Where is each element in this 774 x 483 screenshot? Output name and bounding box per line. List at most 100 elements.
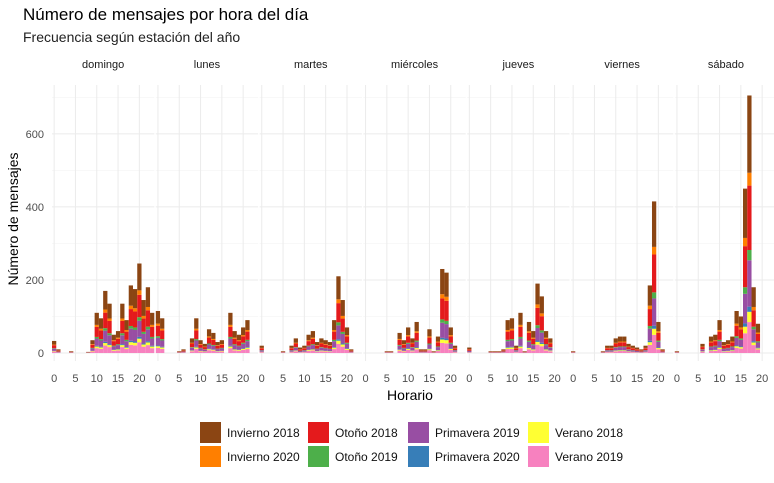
bar-segment (444, 338, 449, 341)
bar-segment (155, 345, 161, 347)
bar-segment (427, 343, 432, 345)
bar-segment (543, 337, 549, 339)
bar-segment (128, 325, 133, 329)
bar-segment (414, 332, 419, 341)
panel-label: martes (294, 59, 328, 71)
bar-segment (414, 341, 419, 348)
bar-segment (98, 340, 104, 347)
bar-segment (137, 320, 142, 337)
x-axis-title: Horario (387, 387, 433, 403)
bar-segment (206, 343, 212, 345)
bar-segment (181, 350, 186, 352)
bar-segment (535, 341, 540, 345)
bar-segment (137, 263, 142, 291)
bar-segment (656, 349, 661, 353)
bar-segment (336, 325, 341, 340)
bar-segment (241, 327, 246, 336)
bar-segment (107, 318, 112, 321)
bar-segment (111, 346, 116, 350)
bar-segment (401, 347, 407, 349)
bar-segment (297, 347, 303, 350)
legend-item: Primavera 2019 (408, 422, 520, 443)
bar-segment (651, 328, 657, 335)
bar-segment (444, 340, 449, 344)
bar-segment (336, 339, 341, 341)
bar-segment (103, 328, 108, 331)
bar-segment (548, 342, 553, 344)
bar-segment (548, 347, 553, 348)
bar-segment (651, 292, 657, 299)
bar-segment (340, 300, 345, 316)
y-tick-label: 600 (26, 129, 44, 141)
bar-segment (751, 310, 756, 327)
bar-segment (90, 340, 95, 345)
bar-segment (302, 345, 307, 348)
bar-segment (747, 185, 752, 250)
chart-title: Número de mensajes por hora del día (23, 5, 309, 24)
bar-segment (211, 349, 216, 351)
bar-segment (90, 351, 95, 353)
bar-segment (700, 347, 705, 350)
bar-segment (150, 346, 155, 349)
bar-segment (751, 345, 756, 353)
bar-segment (160, 318, 165, 329)
bar-segment (747, 311, 752, 323)
bar-segment (150, 312, 155, 325)
bar-segment (609, 348, 614, 351)
bar-segment (194, 330, 199, 340)
legend-label: Primavera 2019 (435, 425, 520, 440)
bar-segment (327, 345, 333, 349)
bar-segment (721, 351, 726, 353)
bar-segment (548, 338, 553, 343)
bar-segment (189, 343, 195, 348)
bar-segment (613, 350, 618, 352)
bar-segment (310, 337, 316, 339)
bar-segment (647, 342, 652, 345)
bar-segment (730, 350, 735, 352)
legend-item: Invierno 2020 (200, 446, 300, 467)
bar-segment (384, 351, 389, 352)
bar-segment (137, 294, 142, 318)
bar-segment (613, 338, 618, 343)
bar-segment (639, 349, 644, 351)
bar-segment (738, 347, 743, 349)
bar-segment (743, 323, 748, 327)
bar-segment (228, 326, 233, 337)
bar-segment (548, 347, 553, 351)
bar-segment (155, 346, 161, 348)
bar-segment (90, 350, 95, 352)
bar-segment (141, 343, 146, 345)
bar-segment (236, 350, 242, 353)
bar-segment (259, 352, 264, 353)
x-tick-label: 10 (713, 373, 725, 385)
x-tick-label: 15 (320, 373, 332, 385)
bar-segment (522, 351, 527, 352)
bar-segment (643, 350, 648, 352)
bar-segment (647, 285, 652, 306)
bar-segment (626, 351, 631, 353)
bar-segment (310, 338, 316, 345)
bar-segment (435, 347, 441, 351)
bar-segment (418, 349, 424, 351)
bar-segment (418, 350, 424, 352)
bar-segment (98, 339, 104, 341)
bar-segment (435, 346, 441, 348)
bar-segment (427, 344, 432, 349)
bar-segment (189, 350, 195, 352)
bar-segment (150, 345, 155, 347)
bar-segment (202, 351, 207, 353)
bar-segment (120, 347, 125, 353)
bar-segment (452, 348, 458, 351)
bar-segment (141, 344, 146, 347)
bar-segment (721, 345, 726, 349)
legend-label: Otoño 2018 (335, 425, 398, 440)
bar-segment (717, 349, 722, 353)
bar-segment (656, 347, 661, 349)
bar-segment (344, 342, 350, 344)
bar-segment (406, 349, 411, 353)
bar-segment (245, 347, 250, 348)
bar-segment (302, 348, 307, 351)
x-tick-label: 15 (735, 373, 747, 385)
panel-label: sábado (708, 59, 744, 71)
bar-segment (708, 347, 714, 351)
